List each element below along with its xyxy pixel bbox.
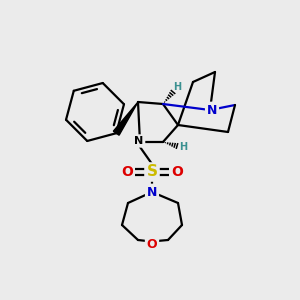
Text: O: O [171,165,183,179]
Text: N: N [147,185,157,199]
Text: H: H [173,82,181,92]
Text: H: H [179,142,187,152]
Text: S: S [146,164,158,179]
Text: N: N [134,136,144,146]
Text: N: N [207,103,217,116]
Text: O: O [121,165,133,179]
Polygon shape [113,102,138,135]
Text: O: O [147,238,157,250]
